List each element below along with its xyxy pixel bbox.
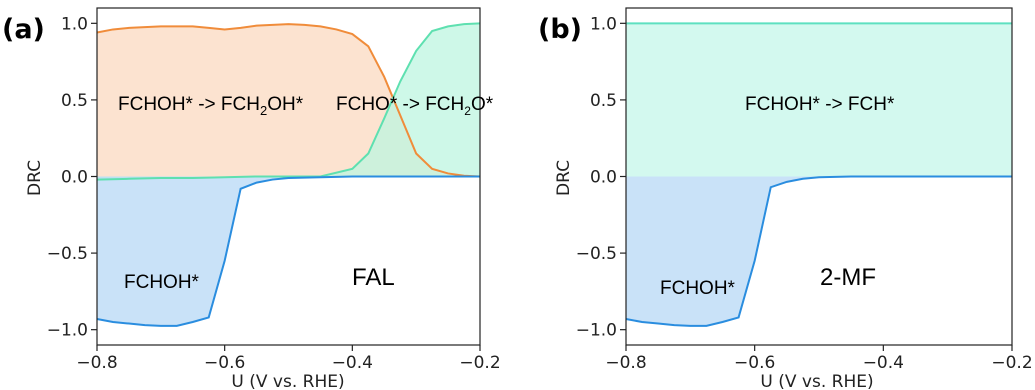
annotation-fal-step-main: FCHOH* -> FCH [118,94,260,115]
x-tick-label: −0.8 [605,353,646,373]
y-tick-label: 0.0 [590,168,617,188]
panel-a: (a) −0.8 −0.6 −0.4 −0.2 1.0 0.5 0.0 −0.5 −1.0 FC… [2,7,501,390]
ylabel-a: DRC [25,160,45,196]
x-tick-label: −0.4 [863,353,904,373]
annotation-fcho-step-main: FCHO* -> FCH [336,94,464,115]
series-fill-0 [626,23,1012,177]
x-tick-label: −0.6 [734,353,775,373]
plot-area-a: −0.8 −0.6 −0.4 −0.2 1.0 0.5 0.0 −0.5 −1.0 [47,7,501,373]
y-tick-label: 0.5 [590,91,617,111]
annotation-fcho-step-sub: 2 [464,104,471,118]
annotation-fal-step: FCHOH* -> FCH2OH* [118,94,304,118]
panel-label-a: (a) [2,14,45,45]
series-line-0 [96,23,481,178]
y-tick-label: −0.5 [576,244,617,264]
series-line-2 [96,175,480,327]
y-tick-label: 0.0 [61,168,88,188]
y-tick-label: −1.0 [47,321,88,341]
y-tick-label: −1.0 [576,321,617,341]
y-tick-label: 0.5 [61,91,88,111]
x-tick-label: −0.8 [76,353,117,373]
y-tick-label: −0.5 [47,244,88,264]
series-fill-1 [626,176,1012,326]
series-fill-1 [97,23,480,180]
plot-area-b: −0.8 −0.6 −0.4 −0.2 1.0 0.5 0.0 −0.5 −1.0 [576,7,1033,373]
annotation-fchoh-a: FCHOH* [124,272,200,293]
y-tick-label: 1.0 [590,14,617,34]
y-tick-label: 1.0 [61,14,88,34]
series-fill-2 [97,176,480,326]
annotation-fchoh-b: FCHOH* [660,278,736,299]
x-tick-label: −0.2 [991,353,1032,373]
ylabel-b: DRC [554,160,574,196]
annotation-fchoh-fch: FCHOH* -> FCH* [745,94,895,115]
panel-b: (b) −0.8 −0.6 −0.4 −0.2 1.0 0.5 0.0 −0.5 −1.0 FC… [538,7,1033,390]
x-tick-label: −0.4 [332,353,373,373]
annotation-fcho-step-tail: O* [471,94,494,115]
annotation-fal-step-sub: 2 [260,103,267,118]
panel-label-b: (b) [538,14,582,45]
annotation-fcho-step: FCHO* -> FCH2O* [336,94,494,118]
annotation-2mf: 2-MF [820,264,876,291]
annotation-fal-step-tail: OH* [267,94,304,115]
x-tick-label: −0.2 [459,353,500,373]
series-line-1 [625,175,1012,327]
annotation-fal: FAL [352,264,395,291]
x-tick-label: −0.6 [204,353,245,373]
series-line-1 [96,22,481,181]
xlabel-a: U (V vs. RHE) [231,372,344,390]
xlabel-b: U (V vs. RHE) [760,372,873,390]
